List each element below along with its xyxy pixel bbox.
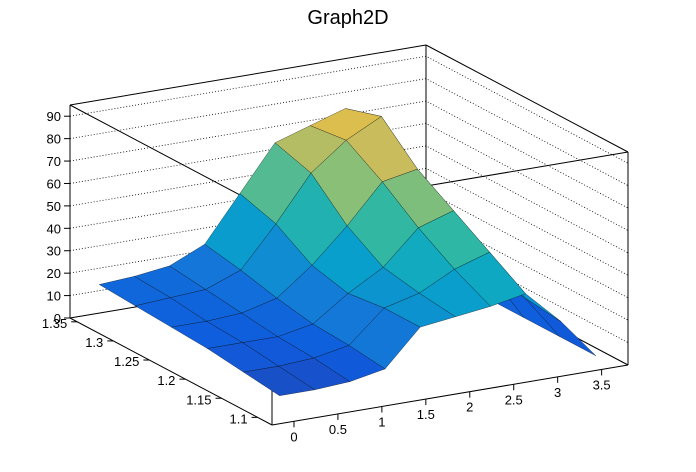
z-tick-label: 30 — [47, 244, 61, 259]
x-tick-label: 3 — [554, 385, 561, 400]
grid-line — [69, 212, 629, 321]
x-axis — [271, 364, 629, 426]
x-tick-label: 1.5 — [417, 407, 435, 422]
x-tick-label: 0.5 — [329, 422, 347, 437]
z-tick-label: 80 — [47, 132, 61, 147]
y-axis — [69, 317, 273, 426]
y-tick-label: 1.25 — [114, 354, 139, 369]
z-tick-label: 60 — [47, 176, 61, 191]
x-tick-label: 2.5 — [505, 392, 523, 407]
grid-line — [69, 190, 629, 299]
z-tick-label: 90 — [47, 109, 61, 124]
z-tick-label: 0 — [54, 311, 61, 326]
z-tick-label: 50 — [47, 199, 61, 214]
grid-line — [69, 78, 629, 186]
z-tick-label: 40 — [47, 221, 61, 236]
box-edge — [69, 104, 273, 213]
y-tick-label: 1.2 — [157, 373, 175, 388]
grid-line — [69, 167, 629, 276]
y-tick-label: 1.15 — [186, 392, 211, 407]
surface-cell — [242, 365, 316, 396]
z-tick-label: 20 — [47, 266, 61, 281]
grid-line — [69, 55, 629, 164]
box-edge — [425, 44, 629, 153]
z-tick-label: 10 — [47, 289, 61, 304]
grid-line — [69, 145, 629, 254]
grid-line — [69, 123, 629, 231]
x-tick-label: 2 — [466, 400, 473, 415]
box-edge — [69, 44, 427, 106]
y-tick-label: 1.1 — [229, 411, 247, 426]
x-tick-label: 3.5 — [593, 377, 611, 392]
y-tick-label: 1.3 — [85, 335, 103, 350]
grid-line — [69, 100, 629, 209]
z-tick-label: 70 — [47, 154, 61, 169]
chart-title: Graph2D — [307, 7, 388, 29]
y-tick-label: 1.35 — [42, 316, 67, 331]
x-tick-label: 1 — [378, 414, 385, 429]
x-tick-label: 0 — [290, 429, 297, 444]
